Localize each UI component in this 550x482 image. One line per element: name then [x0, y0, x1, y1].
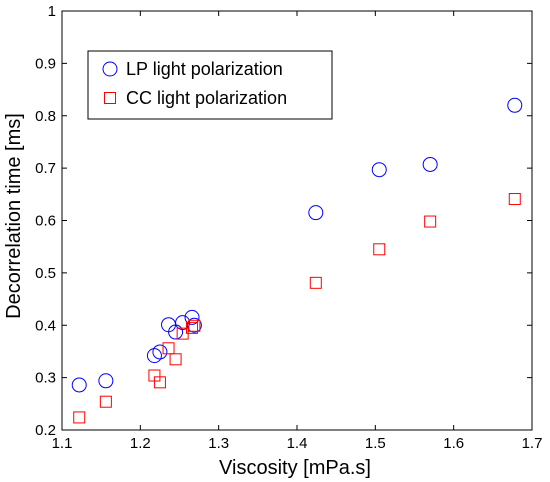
lp-data-point	[422, 156, 438, 172]
y-tick-label: 0.8	[35, 108, 56, 125]
legend: LP light polarization CC light polarizati…	[87, 50, 333, 120]
lp-data-point	[184, 309, 200, 325]
legend-entry-label: LP light polarization	[126, 59, 283, 79]
lp-data-point	[152, 344, 168, 360]
y-tick-label: 0.4	[35, 317, 56, 334]
cc-data-point	[309, 276, 322, 289]
lp-data-point	[186, 317, 202, 333]
y-tick-label: 1	[48, 3, 56, 20]
y-tick-label: 0.9	[35, 55, 56, 72]
lp-data-point	[146, 348, 162, 364]
y-tick-label: 0.2	[35, 422, 56, 439]
y-tick-label: 0.7	[35, 160, 56, 177]
legend-entry-label: CC light polarization	[126, 88, 287, 108]
y-axis: 0.2 0.3 0.4 0.5 0.6 0.7 0.8 0.9 1	[35, 3, 532, 439]
x-tick-label: 1.6	[443, 435, 464, 452]
x-tick-label: 1.3	[208, 435, 229, 452]
cc-data-point	[162, 342, 175, 355]
x-tick-label: 1.7	[522, 435, 543, 452]
y-tick-label: 0.5	[35, 265, 56, 282]
cc-data-point	[99, 395, 112, 408]
legend-marker-square	[104, 92, 116, 104]
x-tick-label: 1.4	[287, 435, 308, 452]
lp-data-point	[308, 205, 324, 221]
cc-data-point	[73, 411, 86, 424]
cc-data-point	[153, 376, 166, 389]
legend-marker-circle	[102, 61, 118, 77]
cc-data-point	[424, 215, 437, 228]
lp-data-point	[507, 97, 523, 113]
series-square-points	[73, 193, 521, 424]
cc-data-point	[169, 353, 182, 366]
x-tick-label: 1.2	[130, 435, 151, 452]
lp-data-point	[98, 373, 114, 389]
x-axis-label: Viscosity [mPa.s]	[219, 457, 371, 479]
cc-data-point	[188, 319, 201, 332]
x-tick-label: 1.1	[52, 435, 73, 452]
y-tick-label: 0.3	[35, 370, 56, 387]
cc-data-point	[186, 321, 199, 334]
lp-data-point	[71, 377, 87, 393]
lp-data-point	[371, 162, 387, 178]
y-axis-label: Decorrelation time [ms]	[3, 113, 25, 319]
legend-box	[87, 50, 333, 120]
x-tick-label: 1.5	[365, 435, 386, 452]
cc-data-point	[373, 243, 386, 256]
cc-data-point	[508, 193, 521, 206]
x-axis: 1.1 1.2 1.3 1.4 1.5 1.6 1.7	[52, 11, 543, 452]
y-tick-label: 0.6	[35, 213, 56, 230]
data-markers	[71, 97, 523, 424]
